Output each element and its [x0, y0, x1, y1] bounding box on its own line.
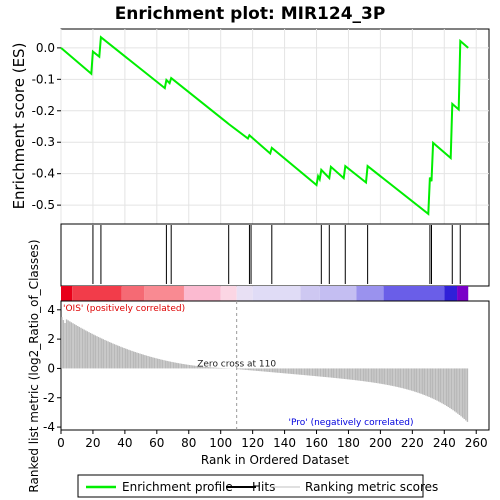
- x-tick-label: 40: [117, 436, 132, 450]
- x-tick-label: 180: [337, 436, 360, 450]
- rank-color-bar: [61, 286, 469, 301]
- x-tick-label: 240: [433, 436, 456, 450]
- color-bar-segment: [61, 286, 73, 301]
- es-y-tick-label: 0.0: [36, 41, 55, 55]
- chart-title: Enrichment plot: MIR124_3P: [115, 4, 386, 24]
- x-tick-label: 100: [209, 436, 232, 450]
- negative-correlation-label: 'Pro' (negatively correlated): [289, 418, 414, 428]
- color-bar-segment: [319, 286, 357, 301]
- color-bar-segment: [220, 286, 237, 301]
- color-bar-segment: [300, 286, 320, 301]
- color-bar-segment: [183, 286, 221, 301]
- metric-y-tick-label: 2: [47, 332, 55, 346]
- metric-y-axis-label: Ranked list metric (log2_Ratio_of_Classe…: [27, 239, 41, 492]
- color-bar-segment: [356, 286, 384, 301]
- metric-y-ticks: 4 2 0 -2 -4: [43, 303, 61, 434]
- legend: Enrichment profile Hits Ranking metric sco…: [86, 480, 438, 494]
- color-bar-segment: [72, 286, 122, 301]
- metric-y-tick-label: 0: [47, 361, 55, 375]
- es-y-tick-label: -0.4: [32, 167, 55, 181]
- x-tick-label: 200: [369, 436, 392, 450]
- x-axis-label: Rank in Ordered Dataset: [201, 453, 349, 467]
- x-tick-label: 80: [181, 436, 196, 450]
- hit-markers: [92, 225, 461, 284]
- metric-y-tick-label: 4: [47, 303, 55, 317]
- hits-panel: [60, 223, 490, 287]
- metric-y-tick-label: -4: [43, 420, 55, 434]
- ranking-metric-bars: [61, 317, 469, 422]
- zero-cross-label: Zero cross at 110: [197, 359, 276, 369]
- color-bar-segment: [236, 286, 253, 301]
- x-tick-label: 60: [149, 436, 164, 450]
- x-tick-label: 0: [57, 436, 65, 450]
- x-axis-ticks: 0 20 40 60 80 100 120 140 160 180 200 220 240 260: [57, 430, 488, 450]
- legend-label: Hits: [252, 480, 275, 494]
- x-tick-label: 20: [85, 436, 100, 450]
- x-tick-label: 160: [305, 436, 328, 450]
- x-tick-label: 140: [273, 436, 296, 450]
- es-y-ticks: 0.0 -0.1 -0.2 -0.3 -0.4 -0.5: [32, 41, 61, 212]
- es-y-tick-label: -0.5: [32, 198, 55, 212]
- es-y-tick-label: -0.2: [32, 104, 55, 118]
- color-bar-segment: [383, 286, 445, 301]
- legend-label: Ranking metric scores: [305, 480, 438, 494]
- x-tick-label: 120: [241, 436, 264, 450]
- es-y-tick-label: -0.3: [32, 135, 55, 149]
- positive-correlation-label: 'OIS' (positively correlated): [63, 304, 185, 314]
- es-y-axis-label: Enrichment score (ES): [10, 43, 28, 210]
- color-bar-segment: [121, 286, 145, 301]
- es-y-tick-label: -0.1: [32, 72, 55, 86]
- color-bar-segment: [144, 286, 184, 301]
- color-bar-segment: [444, 286, 458, 301]
- x-tick-label: 220: [401, 436, 424, 450]
- x-tick-label: 260: [465, 436, 488, 450]
- color-bar-segment: [457, 286, 469, 301]
- legend-label: Enrichment profile: [122, 480, 233, 494]
- metric-y-tick-label: -2: [43, 391, 55, 405]
- enrichment-profile-line: [60, 35, 469, 216]
- color-bar-segment: [252, 286, 301, 301]
